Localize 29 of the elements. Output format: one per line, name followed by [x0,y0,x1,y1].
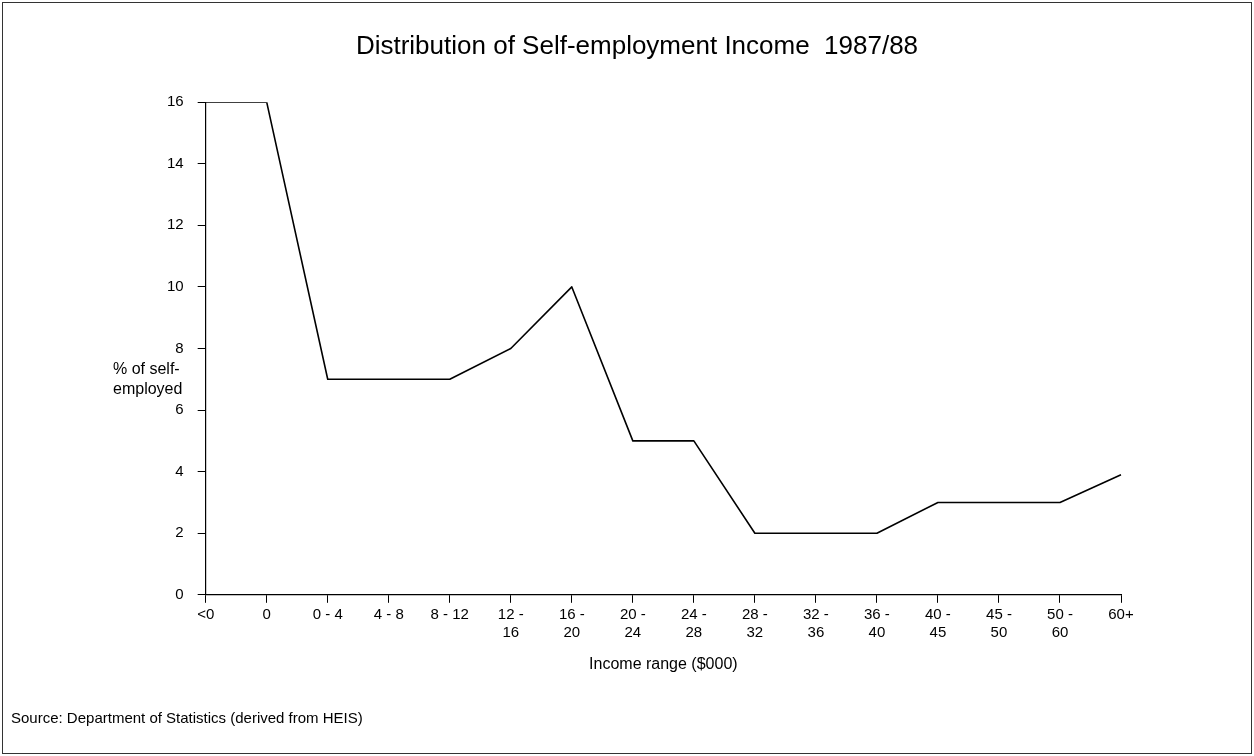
y-tick-label: 14 [167,153,184,171]
x-axis-title: Income range ($000) [589,654,738,672]
y-tick-label: 2 [175,523,184,541]
x-tick-label: 40 - 45 [925,604,951,640]
x-tick-label: 28 - 32 [741,604,768,640]
x-tick-label: 20 - 24 [619,604,646,640]
y-axis-title: % of self-employed [113,359,184,399]
source-note: Source: Department of Statistics (derived from HEIS) [11,709,363,726]
x-tick-label: 0 - 4 [312,604,343,622]
x-tick-label: 16 - 20 [558,604,585,640]
y-tick-label: 16 [167,92,184,110]
x-tick-label: 60+ [1108,604,1134,622]
x-tick-label: 4 - 8 [373,604,404,622]
y-tick-label: 12 [167,215,184,233]
x-tick-label: 45 - 50 [986,604,1012,640]
y-tick-label: 0 [175,584,184,602]
y-tick-label: 4 [175,461,184,479]
x-tick-label: 36 - 40 [863,604,890,640]
x-tick-label: 24 - 28 [680,604,707,640]
chart-title: Distribution of Self-employment Income 1987/88 [355,29,919,60]
x-tick-label: <0 [197,604,215,622]
x-tick-label: 50 - 60 [1047,604,1073,640]
x-tick-label: 32 - 36 [802,604,829,640]
x-tick-label: 0 [262,604,271,622]
y-tick-label: 6 [175,400,184,418]
y-tick-label: 8 [175,338,184,356]
x-tick-label: 12 - 16 [497,604,524,640]
x-tick-label: 8 - 12 [430,604,469,622]
y-tick-label: 10 [167,277,184,295]
